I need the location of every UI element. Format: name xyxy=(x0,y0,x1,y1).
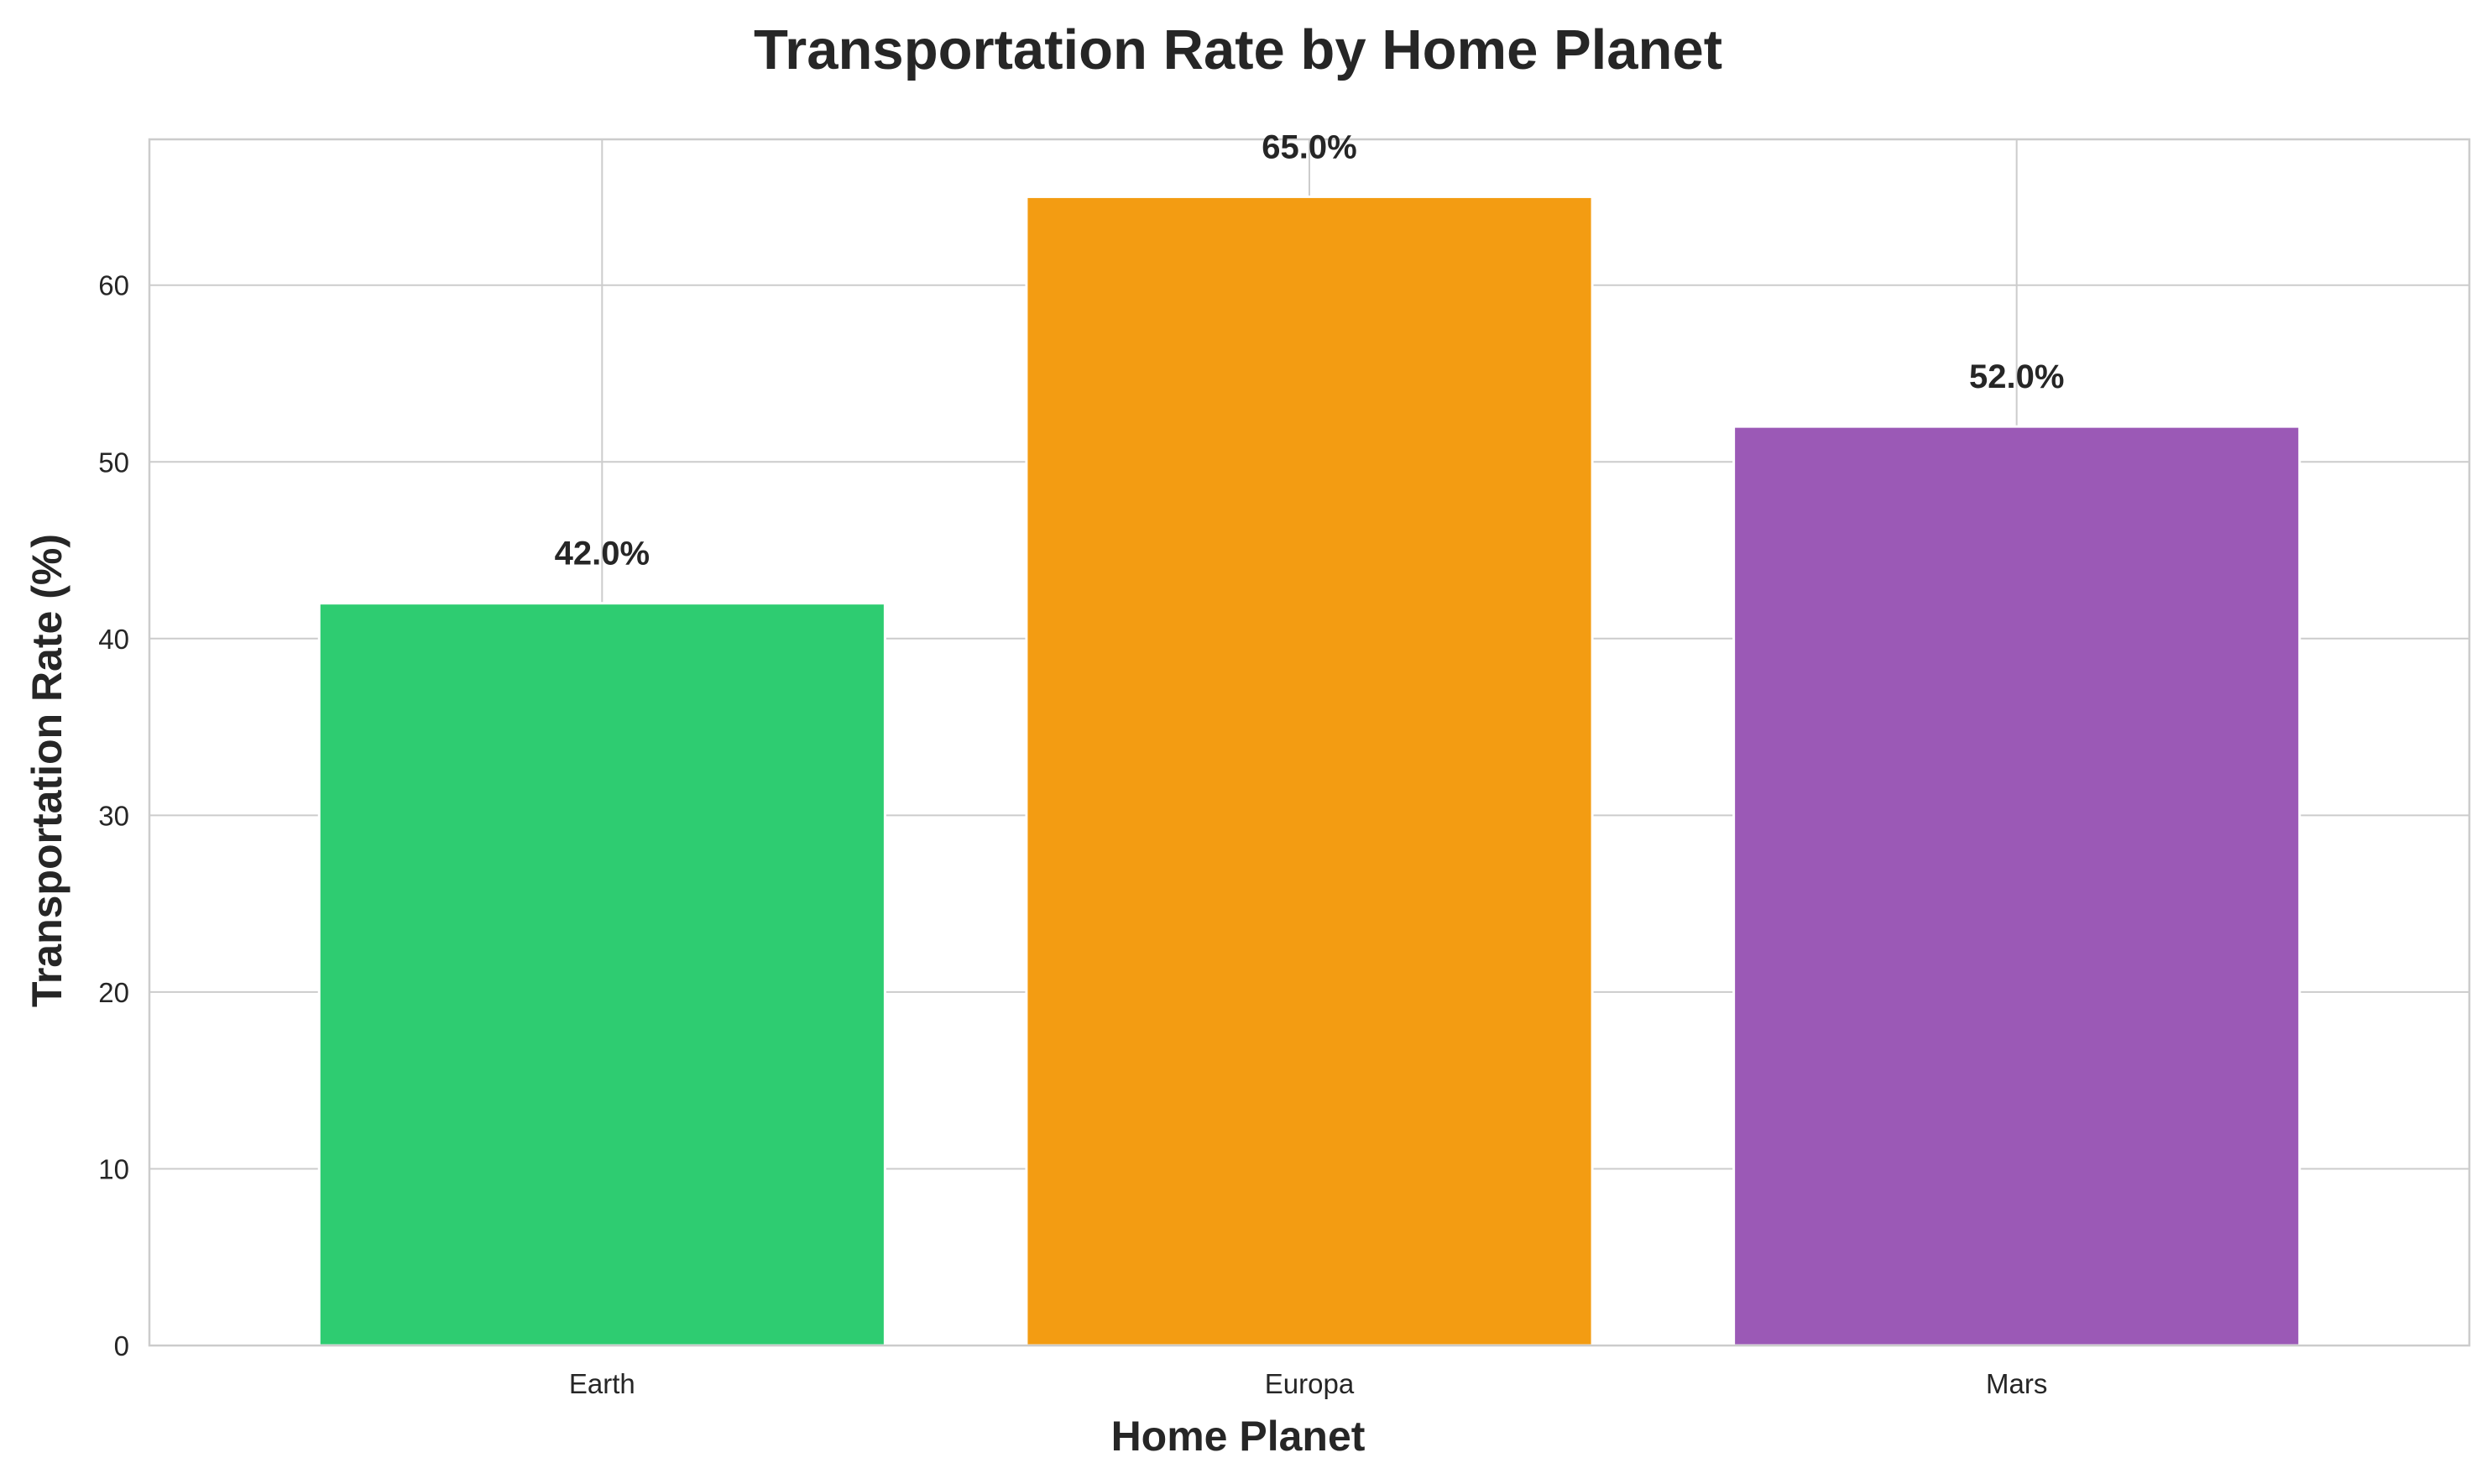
plot-frame xyxy=(148,138,2471,1347)
bar-value-label: 52.0% xyxy=(1969,358,2064,395)
y-tick-label: 50 xyxy=(98,447,129,478)
data-labels: 42.0% 65.0% 52.0% xyxy=(555,128,2065,572)
y-tick-label: 10 xyxy=(98,1153,129,1184)
bar-mars xyxy=(1732,425,2301,1347)
chart-title: Transportation Rate by Home Planet xyxy=(754,18,1722,81)
bar-value-label: 65.0% xyxy=(1262,128,1356,165)
y-axis-label: Transportation Rate (%) xyxy=(24,534,71,1007)
y-tick-label: 20 xyxy=(98,977,129,1008)
x-tick-label: Mars xyxy=(1986,1368,2047,1399)
bar-value-label: 42.0% xyxy=(555,536,650,572)
x-tick-label: Earth xyxy=(569,1368,635,1399)
y-tick-label: 60 xyxy=(98,270,129,301)
x-tick-label: Europa xyxy=(1265,1368,1355,1399)
x-axis-ticks: Earth Europa Mars xyxy=(569,1368,2047,1399)
y-tick-label: 0 xyxy=(114,1330,129,1361)
bar-europa xyxy=(1025,195,1594,1347)
y-axis-ticks: 0 10 20 30 40 50 60 xyxy=(98,270,129,1361)
y-tick-label: 40 xyxy=(98,624,129,655)
y-tick-label: 30 xyxy=(98,800,129,831)
bar-earth xyxy=(317,602,886,1347)
x-axis-label: Home Planet xyxy=(1111,1413,1366,1460)
